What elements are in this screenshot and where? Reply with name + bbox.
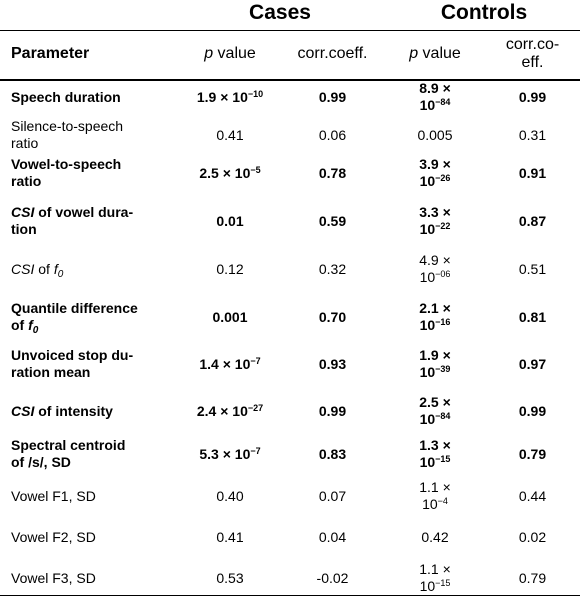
cell-cases-corr: 0.93 <box>318 355 347 372</box>
cell-controls-p: 4.9 × 10−06 <box>419 252 451 285</box>
cell-cases-corr: 0.99 <box>318 402 347 419</box>
cell-param: Unvoiced stop du-ration mean <box>11 347 134 380</box>
cell-cases-corr: -0.02 <box>316 569 349 586</box>
cases-p-value-header: p value <box>204 45 256 62</box>
cell-controls-p: 8.9 × 10−84 <box>419 80 451 113</box>
cell-controls-corr: 0.31 <box>518 126 547 143</box>
cell-cases-corr: 0.04 <box>318 528 347 545</box>
cell-param: CSI of vowel dura-tion <box>11 204 134 237</box>
cell-controls-corr: 0.44 <box>518 487 547 504</box>
cell-param: Vowel F2, SD <box>11 528 96 545</box>
cell-cases-p: 0.01 <box>216 212 244 229</box>
cell-cases-p: 0.53 <box>216 569 244 586</box>
cell-controls-corr: 0.79 <box>518 569 547 586</box>
cell-param: CSI of f0 <box>11 260 64 280</box>
cell-cases-corr: 0.32 <box>318 260 347 277</box>
controls-group-header: Controls <box>440 1 528 24</box>
cell-cases-corr: 0.59 <box>318 212 347 229</box>
cell-cases-p: 2.5 × 10−5 <box>199 164 261 181</box>
cell-param: Spectral centroid of /s/, SD <box>11 437 126 470</box>
cell-param: CSI of intensity <box>11 402 113 419</box>
cell-param: Vowel-to-speech ratio <box>11 156 122 189</box>
cell-cases-p: 0.40 <box>216 487 244 504</box>
cell-cases-corr: 0.78 <box>318 164 347 181</box>
cell-controls-p: 1.1 × 10−15 <box>419 561 451 594</box>
cases-corr-header: corr.coeff. <box>297 45 368 62</box>
cell-param: Quantile difference of f0 <box>11 300 138 336</box>
cell-cases-corr: 0.99 <box>318 88 347 105</box>
cell-controls-p: 2.1 × 10−16 <box>419 300 451 333</box>
header-rule <box>0 79 580 81</box>
cell-controls-corr: 0.99 <box>518 88 547 105</box>
cell-controls-corr: 0.81 <box>518 308 547 325</box>
cell-cases-p: 0.41 <box>216 126 244 143</box>
cell-cases-p: 0.12 <box>216 260 244 277</box>
cell-cases-p: 2.4 × 10−27 <box>196 402 264 419</box>
cell-controls-p: 1.3 × 10−15 <box>419 437 451 470</box>
top-rule <box>0 30 580 31</box>
cell-param: Vowel F1, SD <box>11 487 96 504</box>
cell-controls-p: 0.005 <box>417 126 453 143</box>
cell-param: Speech duration <box>11 88 121 105</box>
cell-cases-p: 1.4 × 10−7 <box>199 355 261 372</box>
cell-controls-corr: 0.91 <box>518 164 547 181</box>
parameter-header: Parameter <box>11 45 90 62</box>
cell-controls-corr: 0.97 <box>518 355 547 372</box>
cell-cases-corr: 0.83 <box>318 445 347 462</box>
cell-controls-p: 3.9 × 10−26 <box>419 156 451 189</box>
cell-cases-corr: 0.07 <box>318 487 347 504</box>
cell-cases-p: 5.3 × 10−7 <box>199 445 261 462</box>
cell-controls-p: 1.1 × 10−4 <box>419 479 451 512</box>
cell-controls-corr: 0.02 <box>518 528 547 545</box>
cell-cases-p: 0.001 <box>212 308 248 325</box>
cell-controls-p: 2.5 × 10−84 <box>419 394 451 427</box>
cell-controls-p: 1.9 × 10−39 <box>419 347 451 380</box>
cases-group-header: Cases <box>249 1 311 24</box>
cell-controls-corr: 0.79 <box>518 445 547 462</box>
cell-cases-p: 0.41 <box>216 528 244 545</box>
cell-controls-corr: 0.51 <box>518 260 547 277</box>
cell-cases-corr: 0.70 <box>318 308 347 325</box>
cell-controls-p: 0.42 <box>421 528 449 545</box>
cell-controls-corr: 0.99 <box>518 402 547 419</box>
cell-param: Silence-to-speech ratio <box>11 118 124 151</box>
cell-controls-p: 3.3 × 10−22 <box>419 204 451 237</box>
cell-cases-p: 1.9 × 10−10 <box>196 88 264 105</box>
controls-corr-header: corr.co-eff. <box>505 36 560 71</box>
controls-p-value-header: p value <box>409 45 461 62</box>
cell-controls-corr: 0.87 <box>518 212 547 229</box>
cell-cases-corr: 0.06 <box>318 126 347 143</box>
cell-param: Vowel F3, SD <box>11 569 96 586</box>
